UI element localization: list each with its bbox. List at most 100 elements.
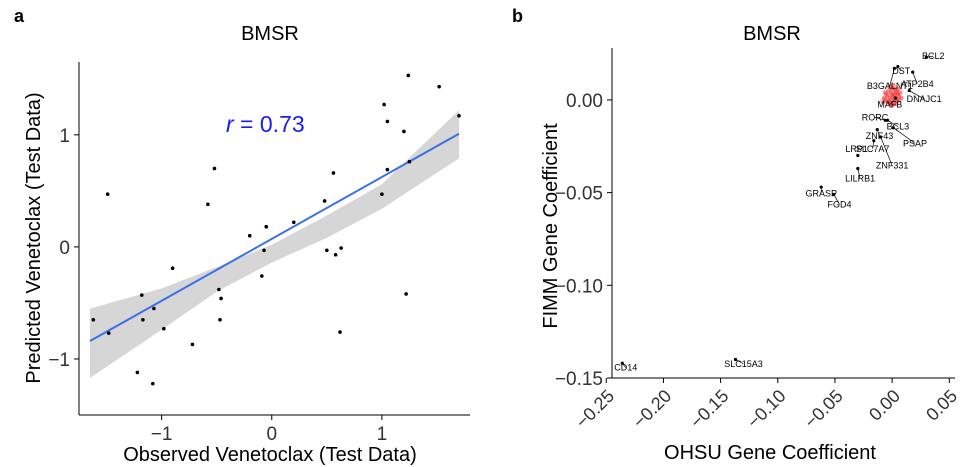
gene-label: DNAJC1 [907, 94, 942, 104]
gene-cluster [880, 82, 904, 108]
panel-a: a BMSR −1 0 1 −1 0 1 Observed Venetoclax (Te… [14, 6, 470, 466]
gene-label: FGD4 [828, 199, 852, 209]
gene-leader-line [887, 120, 899, 127]
gene-label: ZNF331 [876, 161, 909, 171]
data-point [322, 199, 327, 203]
y-tick-label: 1 [59, 126, 70, 147]
y-tick-label: −1 [48, 350, 70, 371]
y-tick-label: −0.15 [555, 369, 603, 390]
gene-leader-line [874, 116, 886, 121]
data-point [331, 171, 336, 175]
x-tick-label: 0.05 [922, 386, 961, 425]
gene-leader-line [857, 168, 861, 179]
panel-b-title: BMSR [743, 23, 801, 45]
gene-label: ATP2B4 [901, 79, 934, 89]
gene-point: CD14 [614, 361, 637, 373]
cluster-point [882, 90, 888, 95]
gene-label: ZNF43 [866, 131, 894, 141]
gene-leader-line [897, 66, 902, 72]
gene-leader-line [735, 359, 744, 365]
gene-label: MAFB [877, 99, 902, 109]
y-tick-label: −0.10 [555, 276, 603, 297]
x-tick-label: −0.10 [743, 386, 789, 432]
x-tick-label: −0.05 [800, 386, 846, 432]
cluster-point [893, 101, 898, 107]
data-point [170, 266, 175, 270]
gene-label: GRASP [805, 188, 837, 198]
data-point [206, 202, 210, 207]
correlation-symbol: r [226, 111, 235, 137]
data-point [382, 102, 386, 107]
data-point [106, 331, 111, 335]
gene-leader-line [889, 97, 896, 105]
gene-point: SLC7A7 [856, 139, 890, 154]
data-point [135, 370, 140, 375]
x-tick-label: 0.00 [865, 386, 904, 425]
gene-label: LILRB1 [845, 173, 875, 183]
data-point [260, 274, 264, 278]
gene-point: BCL2 [922, 51, 945, 61]
gene-point: ATP2B4 [901, 70, 934, 89]
data-point [338, 330, 342, 334]
confidence-band-area [90, 110, 459, 378]
data-point [264, 224, 269, 229]
cluster-point [885, 99, 890, 105]
data-point [152, 306, 156, 311]
confidence-band [90, 110, 459, 378]
y-ticks: −1 0 1 [48, 126, 79, 371]
gene-point: LILRB1 [845, 166, 875, 183]
gene-leader-line [893, 127, 916, 144]
x-tick-label: −0.20 [629, 386, 675, 432]
x-tick-label: 0 [266, 424, 277, 445]
fit-line [89, 132, 460, 342]
data-point [333, 252, 338, 257]
gene-dot [832, 192, 836, 197]
gene-label: DST [892, 66, 911, 76]
panel-label-b: b [512, 6, 523, 26]
gene-dot [856, 153, 860, 158]
data-point [404, 292, 408, 296]
cluster-point [894, 90, 900, 95]
gene-label: SLC7A7 [856, 144, 890, 154]
gene-point: ZNF43 [866, 127, 894, 141]
regression-line [89, 132, 460, 342]
data-point [212, 166, 217, 171]
cluster-point [895, 86, 901, 92]
gene-leader-line [889, 68, 895, 86]
x-axis-label: Observed Venetoclax (Test Data) [123, 444, 416, 466]
gene-leader-line [926, 55, 934, 58]
x-tick-label: 1 [377, 424, 388, 445]
cluster-point [881, 95, 887, 101]
data-point [262, 248, 266, 253]
y-tick-label: 0.00 [566, 91, 603, 112]
x-ticks: −0.25 −0.20 −0.15 −0.10 −0.05 0.00 0.05 [572, 378, 961, 432]
data-point [385, 119, 390, 124]
cluster-point [897, 90, 903, 95]
x-ticks: −1 0 1 [151, 415, 387, 445]
data-point [218, 317, 222, 322]
cluster-point [880, 99, 886, 105]
data-point [141, 317, 145, 322]
data-point [325, 248, 329, 253]
gene-point: BCL3 [885, 118, 910, 132]
data-point [291, 220, 296, 225]
gene-label: RORC [862, 112, 889, 122]
gene-label: CD14 [614, 363, 637, 373]
gene-leader-line [872, 140, 875, 149]
cluster-point [887, 84, 893, 90]
gene-leader-line [880, 136, 893, 166]
data-point [406, 73, 411, 78]
data-point [139, 293, 144, 297]
data-point [247, 233, 252, 238]
gene-dot [819, 185, 823, 189]
data-point [385, 167, 390, 172]
gene-point: DST [892, 64, 911, 76]
gene-label: SLC15A3 [724, 359, 763, 369]
gene-label: BCL3 [887, 122, 910, 132]
data-point [217, 287, 221, 292]
gene-point: FGD4 [828, 192, 852, 209]
gene-point: GRASP [805, 185, 837, 198]
correlation-value: = 0.73 [234, 111, 305, 137]
cluster-point [898, 95, 904, 101]
